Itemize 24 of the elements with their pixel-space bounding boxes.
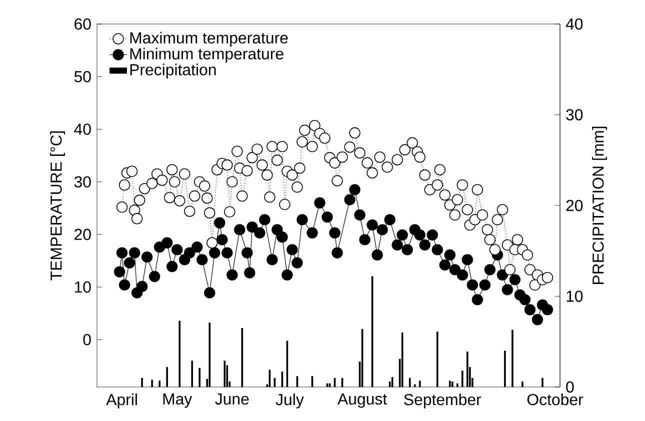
x-tick-label: May [163,394,192,408]
x-tick-label: August [338,394,387,408]
y-tick-label: 10 [74,281,91,293]
y-tick-label: 30 [74,176,91,188]
y-tick-label: 60 [74,18,91,30]
x-tick-label: April [106,394,137,408]
x-tick-label: July [276,394,304,408]
y2-axis-title: PRECIPITATION [mm] [592,126,607,284]
y2-tick-label: 10 [566,290,583,302]
legend-label: Minimum temperature [130,48,284,63]
y-tick-label: 50 [74,70,91,82]
legend-label: Maximum temperature [130,32,288,47]
y2-tick-label: 40 [566,18,583,30]
y-tick-label: 20 [74,228,91,240]
y2-tick-label: 0 [566,381,574,393]
y-tick-label: 40 [74,124,91,135]
legend-label: Precipitation [130,64,216,79]
x-tick-label: June [215,394,249,405]
x-tick-label: October [527,394,584,406]
y2-tick-label: 30 [566,109,583,120]
y2-tick-label: 20 [566,200,583,212]
y-axis-title: TEMPERATURE [°C] [50,131,65,280]
x-tick-label: September [404,394,482,408]
y-tick-label: 0 [83,334,91,346]
